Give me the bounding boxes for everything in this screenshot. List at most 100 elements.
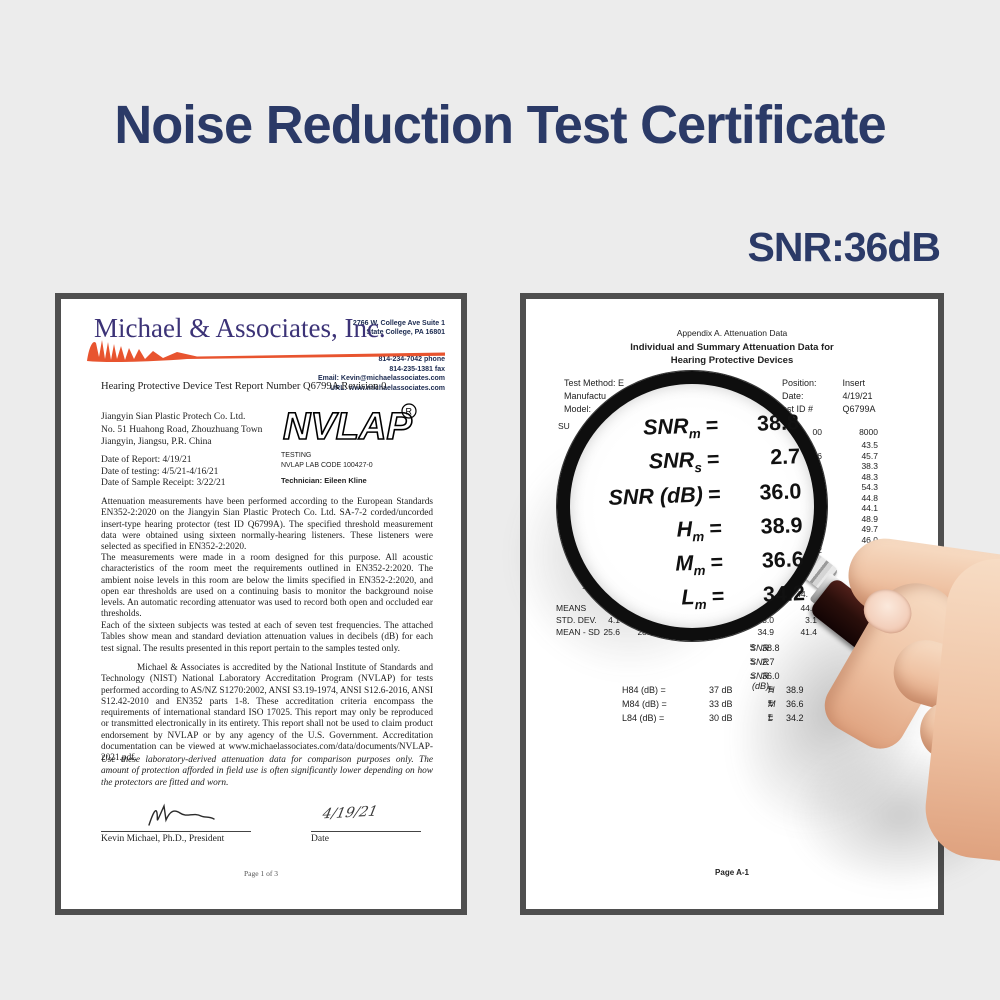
attenuation-8000-value: 45.7 bbox=[861, 451, 878, 461]
fax-line: 814-235-1381 fax bbox=[389, 365, 445, 373]
magnified-line: Mm = 36.6 bbox=[674, 547, 805, 579]
h84-label: H84 (dB) = bbox=[622, 685, 666, 695]
appendix-subheading: Hearing Protective Devices bbox=[670, 355, 794, 366]
snr-sd-value: 2.7 bbox=[762, 657, 775, 667]
model-line: Model: bbox=[564, 404, 592, 414]
attenuation-8000-value: 49.7 bbox=[861, 524, 878, 534]
means-value: 44.6 bbox=[781, 603, 817, 613]
letterhead-address: 2766 W. College Ave Suite 1 State Colleg… bbox=[353, 319, 445, 337]
address-line: State College, PA 16801 bbox=[366, 329, 445, 336]
url-line: URL: www.michaelassociates.com bbox=[330, 384, 445, 392]
col-header-8000: 8000 bbox=[859, 427, 878, 437]
mean-sd-row-label: MEAN - SD bbox=[556, 627, 600, 637]
date-line-rule bbox=[311, 831, 421, 832]
m84-value: 33 dB bbox=[709, 699, 733, 709]
nvlap-logo-text: NVLAP bbox=[283, 406, 412, 448]
svg-text:R: R bbox=[406, 407, 413, 417]
mean-sd-value: 41.4 bbox=[781, 627, 817, 637]
means-row-label: MEANS bbox=[556, 603, 586, 613]
attenuation-partial-value: 44. bbox=[796, 589, 808, 599]
signature-scribble bbox=[148, 803, 215, 826]
h84-value: 37 dB bbox=[709, 685, 733, 695]
mm-value: 36.6 bbox=[786, 699, 804, 709]
col-header-partial: 00 bbox=[812, 427, 822, 437]
attenuation-8000-value: 46.0 bbox=[861, 535, 878, 545]
manufacturer-line: Manufactu bbox=[564, 391, 607, 401]
client-address-block: Jiangyin Sian Plastic Protech Co. Ltd. N… bbox=[101, 411, 262, 449]
attenuation-8000-value: 43.5 bbox=[861, 440, 878, 450]
date-line: Date of Report: 4/19/21 bbox=[101, 455, 192, 465]
snr-db-value: 36.0 bbox=[762, 671, 780, 681]
page-number: Page A-1 bbox=[715, 868, 749, 877]
nvlap-lab-code: NVLAP LAB CODE 100427-0 bbox=[281, 462, 373, 469]
date-label: Date: bbox=[782, 391, 804, 401]
client-line: Jiangyin Sian Plastic Protech Co. Ltd. bbox=[101, 412, 246, 422]
nvlap-logo-block: NVLAP R TESTING NVLAP LAB CODE 100427-0 … bbox=[281, 401, 431, 485]
phone-line: 814-234-7042 phone bbox=[378, 356, 445, 363]
attenuation-8000-value: 44.8 bbox=[861, 493, 878, 503]
magnified-line: Hm = 38.9 bbox=[676, 513, 803, 545]
date-line: Date of testing: 4/5/21-4/16/21 bbox=[101, 466, 219, 477]
test-method-line: Test Method: E bbox=[564, 378, 625, 388]
letterhead-company-name: Michael & Associates, Inc. bbox=[94, 313, 386, 343]
report-title: Hearing Protective Device Test Report Nu… bbox=[101, 381, 387, 392]
mean-sd-value: 34.9 bbox=[757, 627, 774, 637]
report-paragraph: Michael & Associates is accredited by th… bbox=[101, 663, 433, 764]
lm-value: 34.2 bbox=[786, 713, 804, 723]
client-line: Jiangyin, Jiangsu, P.R. China bbox=[101, 437, 212, 447]
m84-label: M84 (dB) = bbox=[622, 699, 667, 709]
magnifying-glass-lens: SNRm = 38.8 SNRs = 2.7 SNR (dB) = 36.0 H… bbox=[557, 371, 827, 641]
letterhead-contact: 814-234-7042 phone 814-235-1381 fax Emai… bbox=[318, 355, 445, 393]
report-dates-block: Date of Report: 4/19/21 Date of testing:… bbox=[101, 455, 226, 490]
attenuation-8000-value: 48.3 bbox=[861, 472, 878, 482]
mean-sd-value: 25.6 bbox=[584, 627, 620, 637]
test-info-right: Position: Insert Date: 4/19/21 est ID # … bbox=[782, 377, 932, 416]
page-number: Page 1 of 3 bbox=[244, 869, 278, 878]
snr-mean-value: 38.8 bbox=[762, 643, 780, 653]
report-paragraph: Each of the sixteen subjects was tested … bbox=[101, 621, 433, 654]
snr-rating-label: SNR:36dB bbox=[747, 224, 941, 270]
report-paragraph: The measurements were made in a room des… bbox=[101, 553, 433, 620]
technician-line: Technician: Eileen Kline bbox=[281, 476, 367, 485]
report-cover-page: Michael & Associates, Inc. 2766 W. Colle… bbox=[55, 293, 467, 915]
nvlap-testing-label: TESTING bbox=[281, 452, 312, 459]
nvlap-logo: NVLAP R bbox=[282, 403, 417, 449]
position-label: Position: bbox=[782, 378, 817, 388]
hm-value: 38.9 bbox=[786, 685, 804, 695]
stddev-row-label: STD. DEV. bbox=[556, 615, 597, 625]
attenuation-8000-value: 44.1 bbox=[861, 503, 878, 513]
attenuation-8000-value: 54.3 bbox=[861, 482, 878, 492]
magnified-line: SNRm = 38.8 bbox=[642, 410, 800, 442]
report-paragraph: Attenuation measurements have been perfo… bbox=[101, 497, 433, 553]
stddev-value: 3.0 bbox=[762, 615, 774, 625]
appendix-heading: Appendix A. Attenuation Data bbox=[676, 328, 788, 338]
l84-value: 30 dB bbox=[709, 713, 733, 723]
test-id-label: est ID # bbox=[782, 404, 814, 414]
address-line: 2766 W. College Ave Suite 1 bbox=[352, 320, 445, 327]
attenuation-8000-value: 48.9 bbox=[861, 514, 878, 524]
red-brush-underline bbox=[87, 340, 445, 363]
position-value: Insert bbox=[842, 378, 866, 388]
attenuation-8000-value: 38.3 bbox=[861, 461, 878, 471]
test-id-row: est ID # Q6799A bbox=[782, 403, 932, 416]
date-label: Date bbox=[311, 834, 329, 844]
l84-label: L84 (dB) = bbox=[622, 713, 665, 723]
position-row: Position: Insert bbox=[782, 377, 932, 390]
date-row: Date: 4/19/21 bbox=[782, 390, 932, 403]
page-title: Noise Reduction Test Certificate bbox=[114, 95, 886, 155]
date-value: 4/19/21 bbox=[842, 391, 873, 401]
test-id-value: Q6799A bbox=[842, 404, 876, 414]
date-line: Date of Sample Receipt: 3/22/21 bbox=[101, 478, 226, 488]
email-line: Email: Kevin@michaelassociates.com bbox=[317, 375, 445, 382]
handwritten-date: 4/19/21 bbox=[321, 803, 379, 823]
stddev-value: 3.1 bbox=[781, 615, 817, 625]
disclaimer-paragraph: Use these laboratory-derived attenuation… bbox=[101, 755, 433, 788]
magnified-line: SNR (dB) = 36.0 bbox=[608, 478, 802, 510]
signature-line bbox=[101, 831, 251, 832]
client-line: No. 51 Huahong Road, Zhouzhuang Town bbox=[101, 424, 263, 435]
magnified-snr-readout: SNRm = 38.8 SNRs = 2.7 SNR (dB) = 36.0 H… bbox=[575, 410, 812, 617]
subject-header-partial: SU bbox=[558, 421, 570, 431]
signer-name: Kevin Michael, Ph.D., President bbox=[101, 834, 225, 844]
attenuation-partial-value: .6 bbox=[814, 451, 822, 461]
